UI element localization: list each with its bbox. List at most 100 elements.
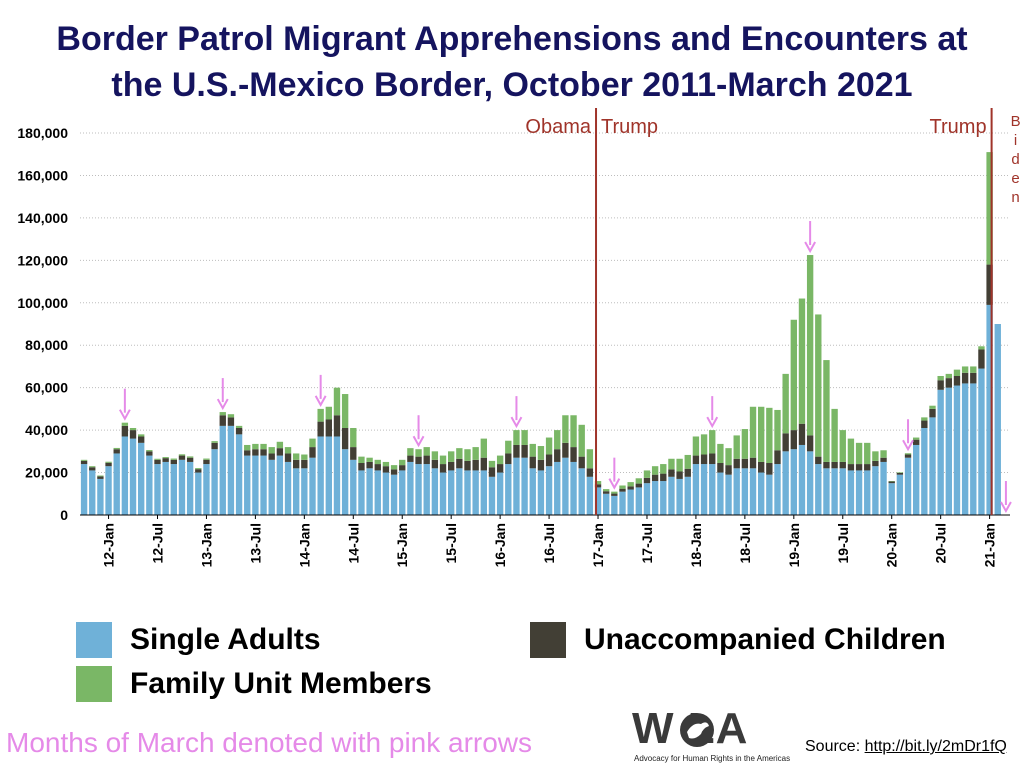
- y-tick-label: 40,000: [25, 422, 68, 438]
- bar-unaccompanied-children: [244, 450, 251, 456]
- bar-family-units: [945, 373, 952, 379]
- bar-family-units: [717, 443, 724, 464]
- bar-unaccompanied-children: [374, 464, 381, 471]
- bar-single-adults: [643, 483, 651, 515]
- march-arrow: [902, 419, 914, 452]
- bar-family-units: [823, 360, 830, 462]
- bar-family-units: [89, 466, 96, 468]
- bar-family-units: [660, 464, 667, 474]
- bar-unaccompanied-children: [929, 408, 936, 418]
- source-link[interactable]: http://bit.ly/2mDr1fQ: [864, 738, 1007, 755]
- bar-single-adults: [439, 472, 447, 515]
- bar-unaccompanied-children: [366, 461, 373, 469]
- bar-single-adults: [692, 464, 700, 515]
- bar-family-units: [309, 438, 316, 448]
- bar-unaccompanied-children: [415, 456, 422, 465]
- bar-single-adults: [309, 457, 316, 515]
- bar-unaccompanied-children: [970, 372, 977, 384]
- bar-single-adults: [611, 495, 618, 515]
- bar-unaccompanied-children: [89, 467, 96, 471]
- bar-single-adults: [203, 464, 210, 515]
- bar-unaccompanied-children: [961, 372, 969, 384]
- bar-unaccompanied-children: [227, 417, 235, 426]
- bar-unaccompanied-children: [603, 491, 610, 494]
- bar-single-adults: [847, 470, 855, 515]
- bar-unaccompanied-children: [146, 451, 153, 456]
- bar-family-units: [301, 454, 308, 460]
- bar-family-units: [129, 427, 137, 431]
- bar-family-units: [913, 437, 920, 440]
- bar-family-units: [268, 447, 275, 454]
- bar-family-units: [684, 454, 691, 469]
- bar-unaccompanied-children: [480, 457, 487, 471]
- bar-single-adults: [97, 478, 104, 515]
- wola-subtitle: Advocacy for Human Rights in the America…: [634, 754, 791, 763]
- bar-family-units: [725, 448, 732, 466]
- x-tick-label: 15-Jul: [443, 523, 459, 563]
- bar-single-adults: [496, 472, 504, 515]
- bar-single-adults: [423, 464, 430, 515]
- bar-family-units: [211, 441, 218, 443]
- bar-family-units: [439, 455, 447, 465]
- bar-unaccompanied-children: [325, 419, 332, 437]
- bar-family-units: [700, 434, 708, 455]
- bar-family-units: [146, 450, 153, 452]
- bar-single-adults: [970, 383, 977, 515]
- bar-family-units: [203, 458, 210, 460]
- bar-unaccompanied-children: [521, 444, 528, 458]
- bar-unaccompanied-children: [284, 453, 292, 462]
- bar-family-units: [162, 457, 169, 459]
- bar-single-adults: [986, 304, 993, 515]
- bar-single-adults: [154, 464, 161, 515]
- bar-unaccompanied-children: [921, 420, 928, 428]
- bar-unaccompanied-children: [913, 439, 920, 445]
- bar-family-units: [399, 459, 406, 466]
- bar-single-adults: [537, 470, 545, 515]
- bar-family-units: [341, 394, 349, 428]
- bar-single-adults: [831, 468, 838, 515]
- bar-single-adults: [896, 474, 904, 515]
- bar-single-adults: [880, 461, 887, 515]
- bar-family-units: [880, 450, 887, 458]
- label-biden-letter: B: [1011, 113, 1021, 130]
- bar-unaccompanied-children: [937, 380, 944, 390]
- bar-single-adults: [839, 468, 846, 515]
- bar-unaccompanied-children: [448, 461, 455, 471]
- bar-family-units: [431, 451, 439, 460]
- stacked-bar-chart: 0 20,000 40,000 60,000 80,000 100,000 120,000 1…: [17, 108, 1021, 567]
- bar-single-adults: [505, 464, 512, 515]
- bar-single-adults: [603, 493, 610, 515]
- bar-family-units: [815, 314, 822, 457]
- legend-single-adults: Single Adults: [76, 622, 321, 658]
- bar-single-adults: [374, 470, 381, 515]
- bar-family-units: [480, 438, 487, 458]
- bar-single-adults: [415, 464, 422, 515]
- bar-single-adults: [937, 389, 944, 515]
- bar-unaccompanied-children: [880, 457, 887, 462]
- bar-single-adults: [554, 461, 561, 515]
- march-arrow: [608, 457, 621, 490]
- source: Source: http://bit.ly/2mDr1fQ: [805, 738, 1007, 756]
- bar-unaccompanied-children: [847, 464, 855, 471]
- chart-title-line1: Border Patrol Migrant Apprehensions and …: [56, 20, 968, 58]
- y-tick-label: 120,000: [17, 252, 68, 268]
- bar-family-units: [847, 438, 855, 465]
- bar-single-adults: [513, 457, 520, 515]
- x-tick-label: 16-Jul: [541, 523, 557, 563]
- bar-single-adults: [749, 468, 757, 515]
- bar-unaccompanied-children: [733, 458, 740, 469]
- bar-family-units: [350, 427, 357, 448]
- x-tick-label: 12-Jan: [101, 523, 117, 567]
- bar-unaccompanied-children: [423, 455, 430, 465]
- bar-single-adults: [766, 474, 773, 515]
- bar-family-units: [195, 468, 202, 470]
- bar-single-adults: [219, 425, 226, 515]
- bar-unaccompanied-children: [676, 471, 683, 479]
- bar-single-adults: [317, 436, 324, 515]
- march-arrow: [412, 415, 425, 448]
- bar-single-adults: [390, 474, 398, 515]
- bar-single-adults: [211, 449, 218, 515]
- bar-unaccompanied-children: [317, 421, 324, 437]
- bar-single-adults: [480, 470, 487, 515]
- bar-family-units: [80, 459, 88, 461]
